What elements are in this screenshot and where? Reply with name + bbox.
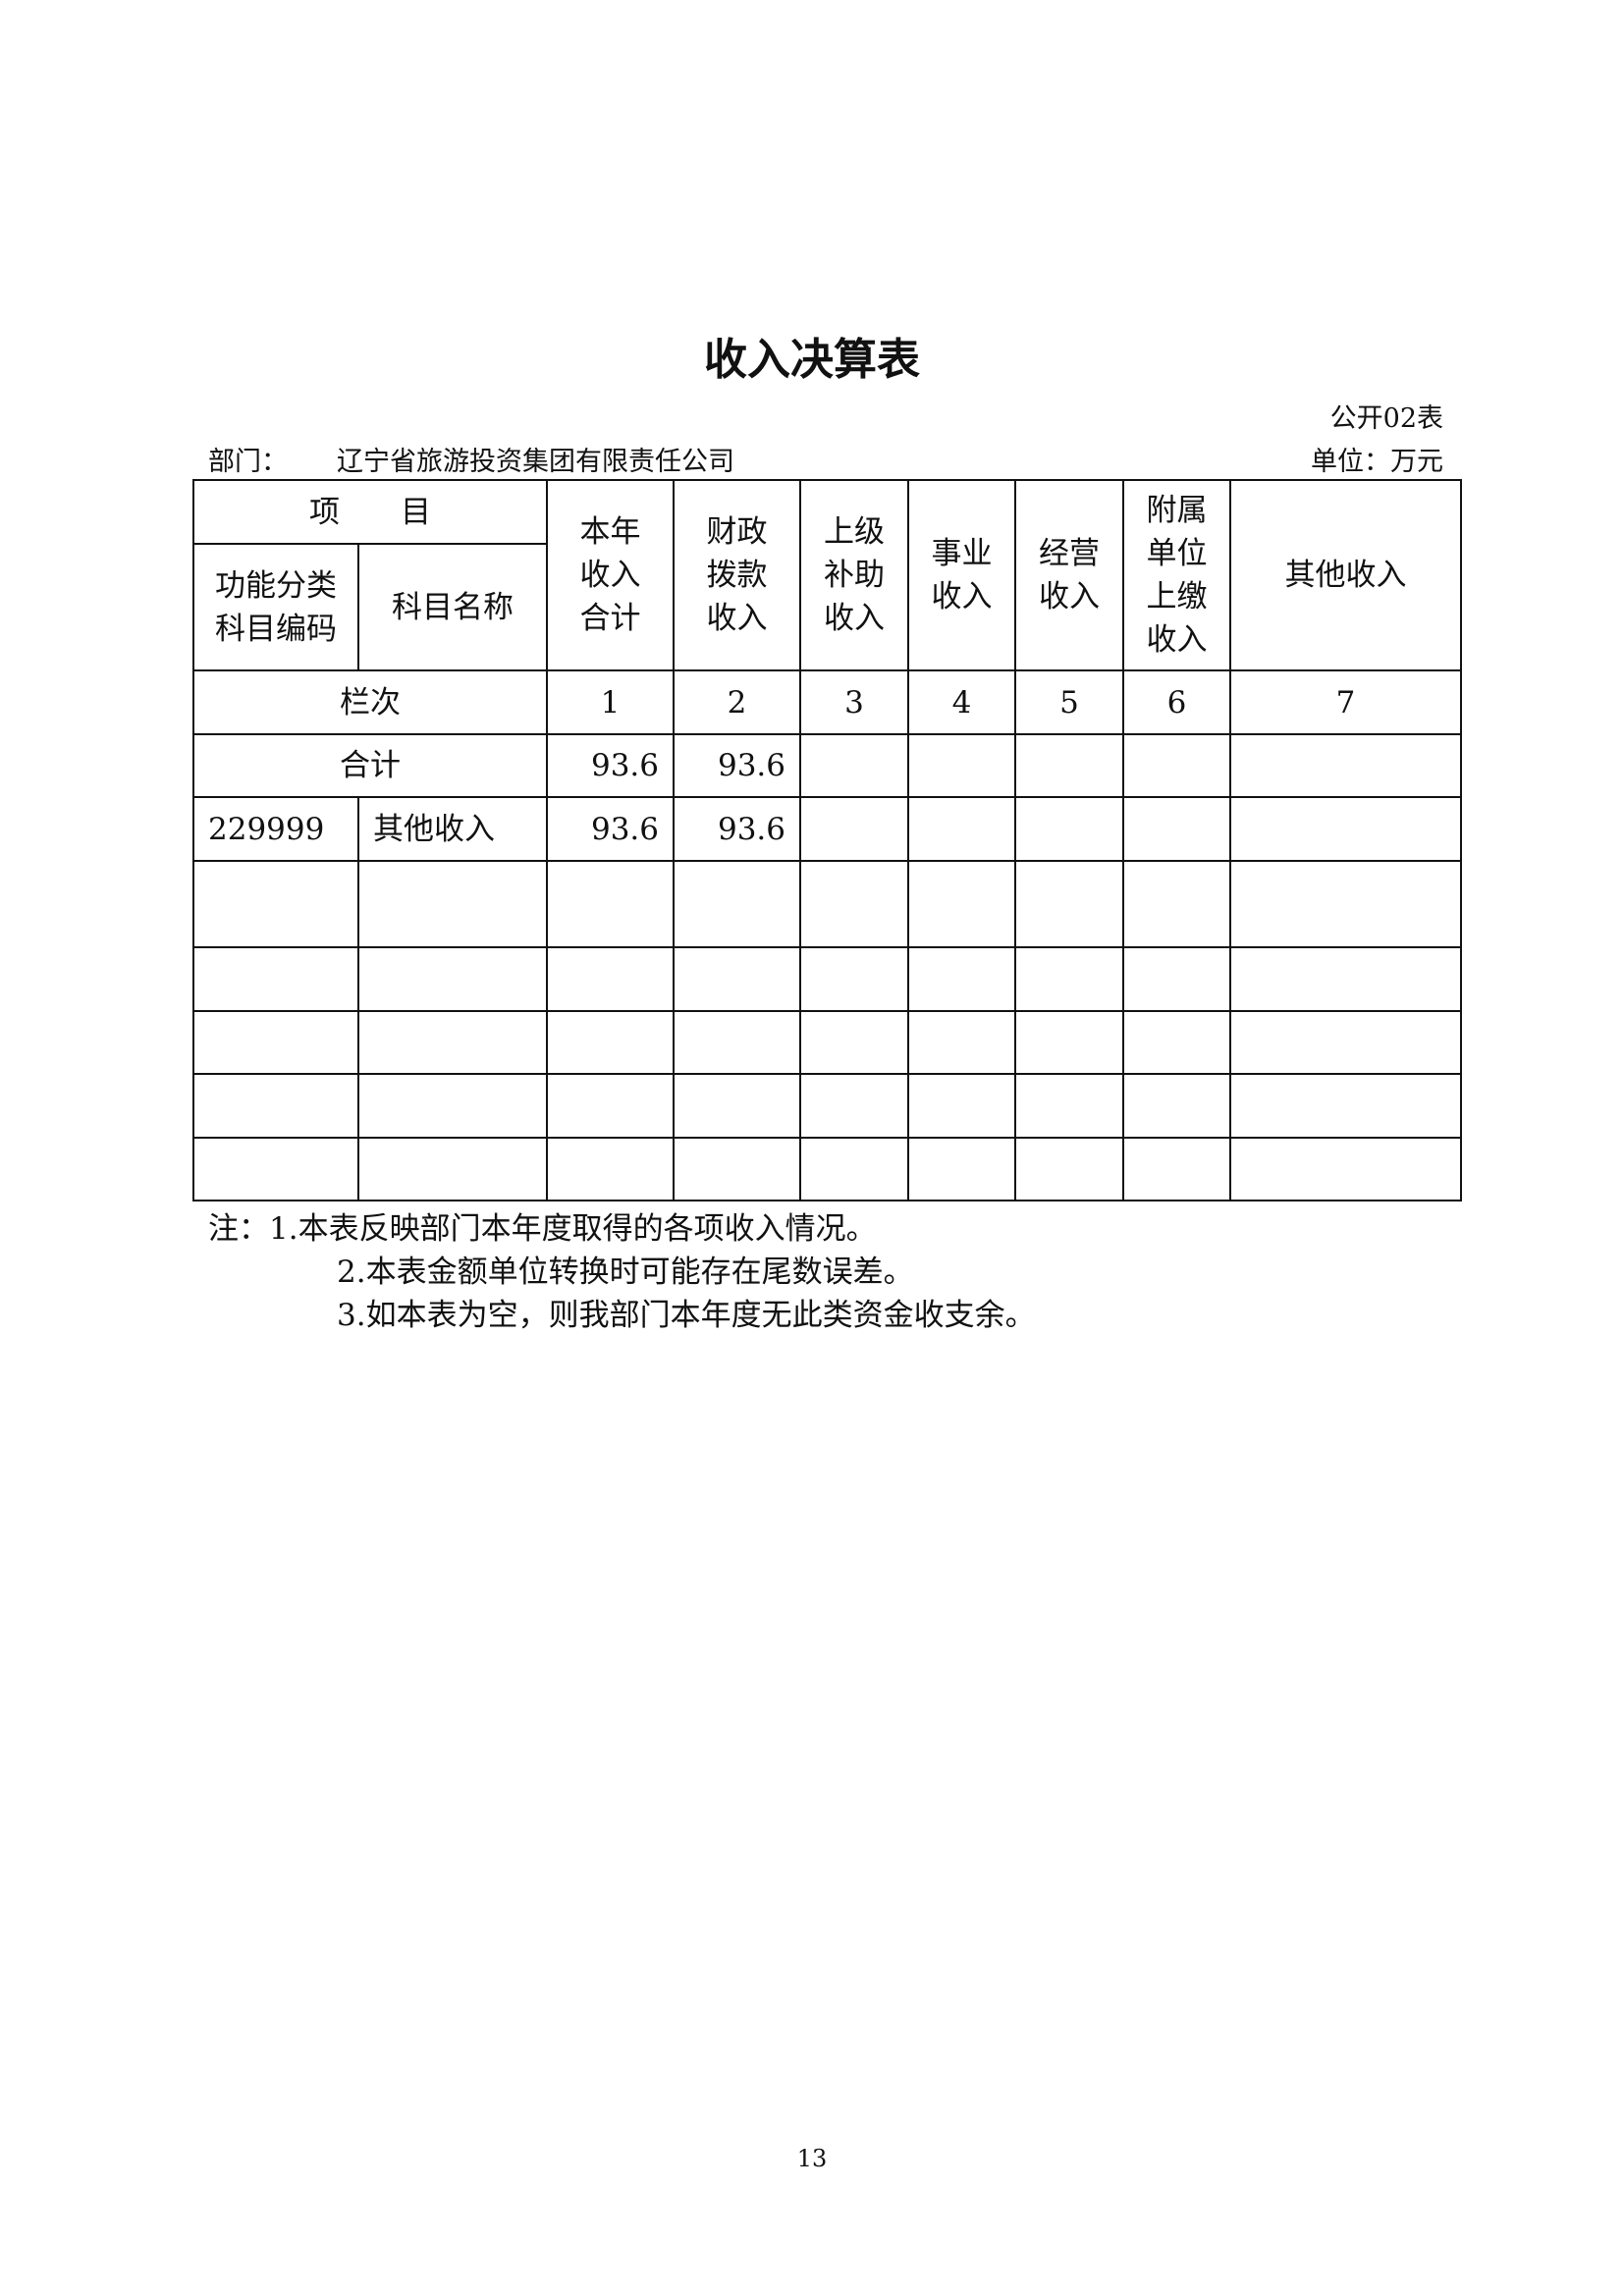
row-code: 229999 — [192, 796, 359, 862]
row-cell — [799, 796, 909, 862]
row-cell — [1229, 796, 1462, 862]
header-col-6: 附属单位上缴收入 — [1122, 479, 1231, 671]
header-col-3: 上级补助收入 — [799, 479, 909, 671]
department-name: 辽宁省旅游投资集团有限责任公司 — [337, 447, 734, 477]
column-number: 5 — [1014, 669, 1124, 735]
note-1: 注：1.本表反映部门本年度取得的各项收入情况。 — [208, 1211, 877, 1247]
department-label: 部门： — [208, 447, 288, 477]
table-row: 229999 其他收入 93.6 93.6 — [192, 796, 1462, 862]
empty-row — [192, 1073, 1462, 1139]
column-number: 7 — [1229, 669, 1462, 735]
row-cell — [1122, 796, 1231, 862]
page-title: 收入决算表 — [704, 335, 920, 385]
total-cell — [799, 733, 909, 798]
row-cell — [907, 796, 1016, 862]
header-code: 功能分类科目编码 — [192, 543, 359, 671]
column-number: 3 — [799, 669, 909, 735]
column-number: 1 — [546, 669, 675, 735]
column-number: 2 — [673, 669, 801, 735]
column-number-row: 栏次 1 2 3 4 5 6 7 — [192, 669, 1462, 735]
header-col-1: 本年收入合计 — [546, 479, 675, 671]
column-number: 4 — [907, 669, 1016, 735]
page-number: 13 — [796, 2145, 828, 2172]
total-row: 合计 93.6 93.6 — [192, 733, 1462, 798]
empty-row — [192, 1137, 1462, 1201]
total-cell — [1014, 733, 1124, 798]
header-item: 项 目 — [192, 479, 548, 545]
header-col-2: 财政拨款收入 — [673, 479, 801, 671]
form-code: 公开02表 — [1329, 403, 1443, 434]
total-cell — [1122, 733, 1231, 798]
row-cell — [1014, 796, 1124, 862]
unit-label: 单位：万元 — [1311, 447, 1443, 477]
row-cell: 93.6 — [546, 796, 675, 862]
total-cell: 93.6 — [673, 733, 801, 798]
column-number: 6 — [1122, 669, 1231, 735]
total-cell: 93.6 — [546, 733, 675, 798]
income-table: 项 目 本年收入合计 财政拨款收入 上级补助收入 事业收入 经营收入 附属单位上… — [192, 479, 1462, 1201]
header-col-7: 其他收入 — [1229, 479, 1462, 671]
total-cell — [1229, 733, 1462, 798]
empty-row — [192, 946, 1462, 1012]
row-cell: 93.6 — [673, 796, 801, 862]
header-col-4: 事业收入 — [907, 479, 1016, 671]
header-col-5: 经营收入 — [1014, 479, 1124, 671]
column-number-label: 栏次 — [192, 669, 548, 735]
row-name: 其他收入 — [357, 796, 548, 862]
empty-row — [192, 860, 1462, 948]
total-cell — [907, 733, 1016, 798]
note-3: 3.如本表为空，则我部门本年度无此类资金收支余。 — [337, 1298, 1036, 1333]
note-2: 2.本表金额单位转换时可能存在尾数误差。 — [337, 1255, 914, 1290]
header-name: 科目名称 — [357, 543, 548, 671]
total-label: 合计 — [192, 733, 548, 798]
empty-row — [192, 1010, 1462, 1075]
